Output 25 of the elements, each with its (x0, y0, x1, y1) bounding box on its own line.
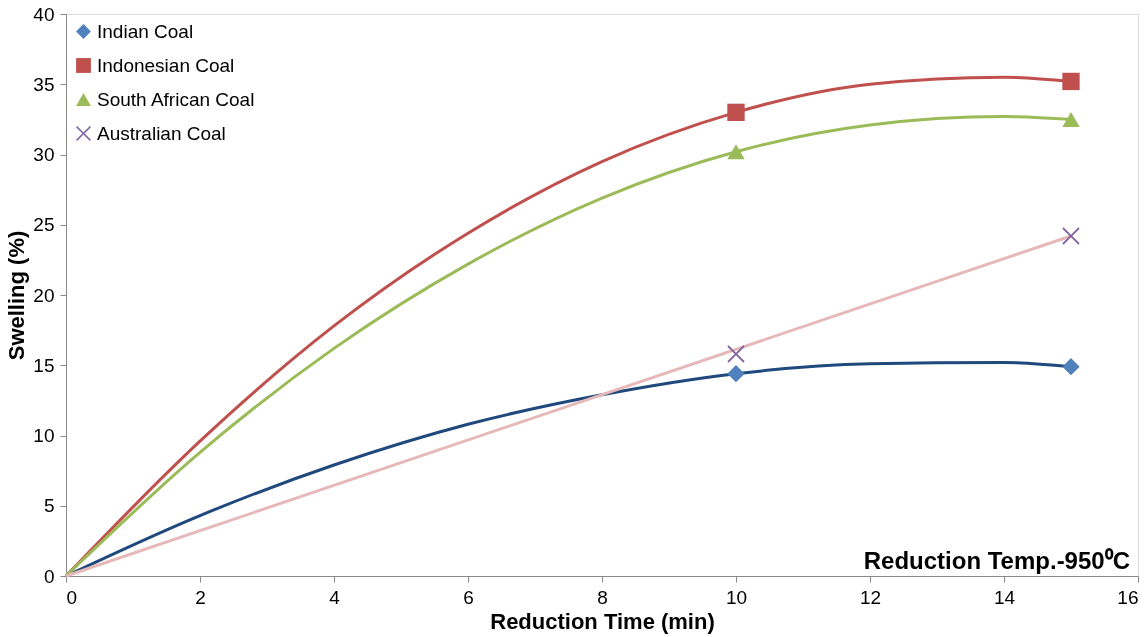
x-tick-label: 10 (725, 586, 748, 608)
y-tick-label: 35 (33, 73, 55, 95)
x-tick-label: 4 (329, 586, 341, 608)
x-tick-label: 2 (195, 586, 206, 608)
x-tick-label: 6 (463, 586, 474, 608)
x-tick-label: 8 (597, 586, 608, 608)
y-axis-title: Swelling (%) (4, 230, 30, 361)
y-tick-label: 30 (33, 144, 55, 165)
x-tick-label: 12 (859, 586, 882, 608)
x-tick-label: 16 (1117, 586, 1139, 608)
y-tick-label: 10 (33, 425, 55, 446)
annotation: Reduction Temp.-950⁰C (863, 547, 1130, 574)
legend-label: Australian Coal (97, 122, 226, 144)
y-tick-label: 40 (33, 3, 55, 25)
y-tick-label: 0 (43, 565, 55, 587)
y-tick-label: 20 (33, 284, 55, 306)
legend-label: Indian Coal (97, 20, 194, 42)
x-tick-label: 0 (66, 586, 78, 608)
x-tick-label: 14 (993, 586, 1016, 608)
y-tick-label: 5 (43, 495, 55, 517)
y-tick-label: 25 (33, 214, 55, 236)
y-tick-label: 15 (33, 354, 55, 376)
legend-label: South African Coal (97, 88, 255, 110)
legend-label: Indonesian Coal (97, 54, 235, 76)
x-axis-title: Reduction Time (min) (490, 608, 715, 634)
